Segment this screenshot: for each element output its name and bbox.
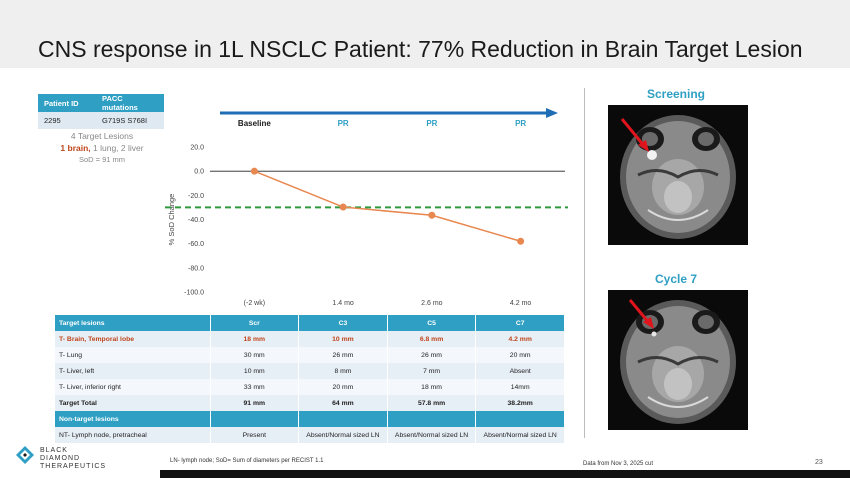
table-cell: 18 mm [387,379,477,395]
y-tick-label: -80.0 [188,265,204,272]
patient-id-value: 2295 [38,112,96,129]
table-cell: Non-target lesions [55,411,211,427]
other-lesions-text: 1 lung, 2 liver [90,143,144,153]
timeline-label: PR [338,119,349,128]
data-point [339,203,347,211]
patient-id-header: Patient ID [38,94,96,112]
table-cell: 20 mm [475,347,565,363]
y-axis-label: % SoD Change [167,194,176,246]
title-band [0,0,850,68]
timeline-label: PR [426,119,437,128]
table-cell: 30 mm [210,347,300,363]
page-number: 23 [815,459,823,466]
table-cell: Absent/Normal sized LN [475,427,565,443]
lesion-sites: 1 brain, 1 lung, 2 liver [38,142,166,154]
table-row-nontarget-header: Non-target lesions [55,411,565,427]
x-tick-label: (-2 wk) [244,300,265,307]
footer-bar [160,470,850,478]
logo-line-1: BLACK [40,447,68,454]
table-row: T- Liver, inferior right 33 mm 20 mm 18 … [55,379,565,395]
lesion-header-name: Target lesions [55,315,211,331]
table-cell: 33 mm [210,379,300,395]
footnote: LN- lymph node; SoD= Sum of diameters pe… [170,458,324,464]
x-tick-label: 1.4 mo [332,300,354,307]
table-cell: T- Liver, left [55,363,211,379]
y-tick-label: -40.0 [188,217,204,224]
lesion-header-scr: Scr [210,315,300,331]
table-cell: 18 mm [210,331,300,347]
lesion-header-c3: C3 [298,315,388,331]
table-cell [387,411,477,427]
table-cell: 26 mm [298,347,388,363]
timeline-arrow-head-icon [546,108,558,118]
y-tick-label: 20.0 [190,145,204,152]
data-cut-note: Data from Nov 3, 2025 cut [583,461,654,467]
vertical-divider [584,88,585,438]
data-point [428,211,436,219]
table-cell: T- Liver, inferior right [55,379,211,395]
x-tick-label: 2.6 mo [421,300,443,307]
brain-lesion-text: 1 brain, [60,143,91,153]
cycle7-mri-image [608,290,748,430]
table-cell: T- Lung [55,347,211,363]
table-cell: Absent/Normal sized LN [387,427,477,443]
table-cell: 20 mm [298,379,388,395]
page-title: CNS response in 1L NSCLC Patient: 77% Re… [38,36,803,62]
lesion-table: Target lesions Scr C3 C5 C7 T- Brain, Te… [55,315,565,443]
pacc-mutations-header: PACC mutations [96,94,164,112]
lesion-header-c5: C5 [387,315,477,331]
table-cell: 7 mm [387,363,477,379]
arrow-icon [620,118,647,148]
table-cell: 14mm [475,379,565,395]
table-cell [210,411,300,427]
table-cell: 10 mm [298,331,388,347]
table-cell: Present [210,427,300,443]
screening-mri-image [608,105,748,245]
screening-label: Screening [646,87,706,101]
table-cell [475,411,565,427]
y-tick-label: 0.0 [194,169,204,176]
sod-change-chart: Baseline PR PR PR 20.0 0.0 -20.0 -40.0 -60.0 -80.… [165,108,568,307]
y-tick-label: -100.0 [184,290,204,297]
timeline-label: PR [515,119,526,128]
series-line [254,170,521,242]
table-cell: 6.8 mm [387,331,477,347]
cycle7-label: Cycle 7 [654,272,698,286]
lesion-header-c7: C7 [475,315,565,331]
table-cell: 26 mm [387,347,477,363]
table-row: T- Brain, Temporal lobe 18 mm 10 mm 6.8 … [55,331,565,347]
company-logo: BLACK DIAMOND THERAPEUTICS [16,446,106,470]
table-row: T- Liver, left 10 mm 8 mm 7 mm Absent [55,363,565,379]
lesion-summary: 4 Target Lesions 1 brain, 1 lung, 2 live… [38,130,166,166]
table-cell: Absent [475,363,565,379]
patient-table: Patient ID PACC mutations 2295 G719S S76… [38,94,164,129]
table-cell: Absent/Normal sized LN [298,427,388,443]
pacc-mutations-value: G719S S768I [96,112,164,129]
sod-total: SoD = 91 mm [78,155,126,164]
data-point [517,237,525,245]
table-cell [298,411,388,427]
table-cell: T- Brain, Temporal lobe [55,331,211,347]
y-tick-label: -60.0 [188,241,204,248]
y-tick-label: -20.0 [188,193,204,200]
table-cell: 38.2mm [475,395,565,411]
table-row: NT- Lymph node, pretracheal Present Abse… [55,427,565,443]
data-point [250,167,258,175]
table-row: T- Lung 30 mm 26 mm 26 mm 20 mm [55,347,565,363]
target-lesion-count: 4 Target Lesions [70,131,134,141]
table-row-total: Target Total 91 mm 64 mm 57.8 mm 38.2mm [55,395,565,411]
timeline-label: Baseline [238,119,271,128]
logo-line-2: DIAMOND [40,455,80,462]
table-cell: 4.2 mm [475,331,565,347]
table-cell: 57.8 mm [387,395,477,411]
table-cell: 10 mm [210,363,300,379]
logo-line-3: THERAPEUTICS [40,463,106,470]
table-cell: 8 mm [298,363,388,379]
table-cell: Target Total [55,395,211,411]
table-cell: 64 mm [298,395,388,411]
table-cell: 91 mm [210,395,300,411]
table-cell: NT- Lymph node, pretracheal [55,427,211,443]
x-tick-label: 4.2 mo [510,300,532,307]
